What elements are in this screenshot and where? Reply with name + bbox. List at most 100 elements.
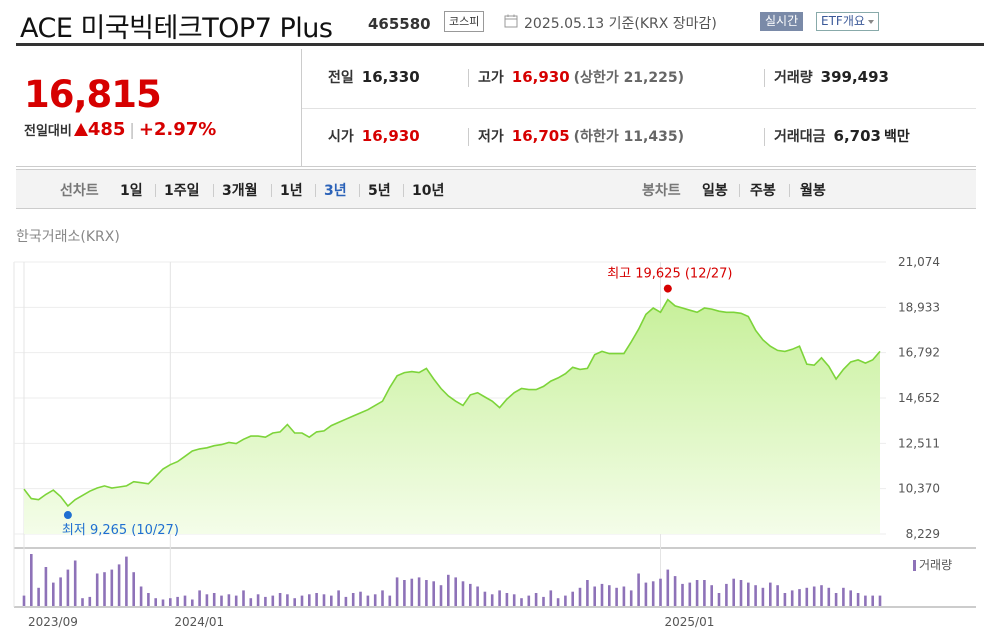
volume-bar <box>710 585 713 606</box>
volume-bar <box>344 596 348 606</box>
period-tab-bar: 선차트 1일 1주일 3개월 1년 3년 5년 10년 봉차트 일봉 주봉 월봉 <box>16 169 976 209</box>
volume-bar <box>125 556 128 606</box>
tab-1d[interactable]: 1일 <box>120 183 143 199</box>
volume-bar <box>381 590 384 606</box>
volume-bar <box>820 585 823 606</box>
candle-chart-label: 봉차트 <box>642 183 681 199</box>
amount-unit: 백만 <box>883 129 910 145</box>
volume-legend-swatch <box>913 560 916 571</box>
volume-bar <box>520 598 523 606</box>
volume-bar <box>95 573 99 606</box>
volume-bar <box>73 560 77 606</box>
volume-bar <box>205 594 209 606</box>
volume-bars: 거래량 <box>22 554 952 606</box>
tab-weekly-candle[interactable]: 주봉 <box>750 183 776 199</box>
tab-monthly-candle[interactable]: 월봉 <box>800 183 826 199</box>
price-line <box>23 298 881 508</box>
volume-bar <box>534 593 538 606</box>
min-annotation: 최저 9,265 (10/27) <box>62 523 179 538</box>
volume-bar <box>81 598 84 606</box>
volume-bar <box>30 554 33 606</box>
volume-bar <box>498 590 501 606</box>
volume-bar <box>586 580 589 606</box>
open-label: 시가 <box>328 129 354 145</box>
volume-bar <box>22 595 26 606</box>
volume-bar <box>695 580 699 606</box>
volume-bar <box>439 585 443 606</box>
change-label: 전일대비 <box>24 124 72 139</box>
x-tick-label: 2024/01 <box>174 615 224 629</box>
volume-bar <box>300 595 304 606</box>
volume-bar <box>103 572 106 606</box>
volume-bar <box>403 580 406 606</box>
volume-bar <box>790 590 794 606</box>
volume-bar <box>117 564 121 606</box>
volume-bar <box>849 590 852 606</box>
volume-bar <box>432 581 435 606</box>
volume-bar <box>286 594 289 606</box>
price-area-fill <box>24 299 880 534</box>
tab-5y[interactable]: 5년 <box>368 183 391 199</box>
volume-bar <box>747 582 750 606</box>
tab-1w[interactable]: 1주일 <box>164 183 200 199</box>
volume-bar <box>688 582 692 606</box>
volume-bar <box>293 598 296 606</box>
volume-bar <box>308 594 311 606</box>
volume-bar <box>644 582 648 606</box>
volume-bar <box>732 578 735 606</box>
volume-bar <box>234 595 238 606</box>
lower-limit: (하한가 11,435) <box>573 129 684 145</box>
price-summary: 16,815 전일대비 485 | +2.97% 전일 16,330 고가 16,930(… <box>16 49 976 167</box>
info-row-2: 시가 16,930 저가 16,705 (하한가 11,435) 거래대금 6,703 백… <box>302 108 976 167</box>
volume-bar <box>783 593 787 606</box>
market-badge: 코스피 <box>444 11 485 32</box>
y-tick-label: 14,652 <box>898 391 940 405</box>
tab-1y[interactable]: 1년 <box>280 183 303 199</box>
volume-bar <box>227 594 231 606</box>
volume-bar <box>556 598 560 606</box>
volume-bar <box>571 591 574 606</box>
volume-bar <box>578 587 582 606</box>
tab-3y[interactable]: 3년 <box>324 183 347 199</box>
volume-bar <box>242 590 245 606</box>
volume-bar <box>191 599 194 606</box>
info-row-1: 전일 16,330 고가 16,930 (상한가 21,225) 거래량 399,493 <box>302 49 976 109</box>
volume-bar <box>88 596 92 606</box>
etf-overview-dropdown[interactable]: ETF개요 <box>816 12 879 31</box>
amount-cell: 거래대금 6,703 백만 <box>774 108 910 167</box>
volume-bar <box>769 582 772 606</box>
y-tick-label: 18,933 <box>898 300 940 314</box>
amount-value: 6,703 <box>833 127 881 145</box>
current-price-box: 16,815 전일대비 485 | +2.97% <box>16 49 302 166</box>
volume-bar <box>834 593 838 606</box>
tab-daily-candle[interactable]: 일봉 <box>702 183 728 199</box>
volume-bar <box>842 587 845 606</box>
divider <box>468 128 469 146</box>
y-tick-label: 21,074 <box>898 255 940 269</box>
y-tick-label: 16,792 <box>898 346 940 360</box>
max-point-marker <box>663 284 672 293</box>
open-cell: 시가 16,930 <box>328 108 420 167</box>
volume-bar <box>564 595 567 606</box>
volume-bar <box>183 595 187 606</box>
tab-10y[interactable]: 10년 <box>412 183 445 199</box>
volume-bar <box>315 593 318 606</box>
y-axis: 21,074 18,933 16,792 14,652 12,511 10,370 8,22… <box>898 255 940 541</box>
high-cell: 고가 16,930 (상한가 21,225) <box>478 49 684 108</box>
volume-bar <box>622 586 626 606</box>
tab-3m[interactable]: 3개월 <box>222 183 258 199</box>
current-price: 16,815 <box>24 73 162 116</box>
divider <box>764 128 765 146</box>
base-date: 2025.05.13 기준(KRX 장마감) <box>524 16 717 32</box>
volume-bar <box>600 583 604 606</box>
volume-bar <box>827 587 831 606</box>
volume-bar <box>608 585 611 606</box>
min-point-marker <box>63 511 72 520</box>
volume-bar <box>212 593 216 606</box>
volume-bar <box>66 569 70 606</box>
realtime-button[interactable]: 실시간 <box>760 12 804 31</box>
change-row: 전일대비 485 | +2.97% <box>24 119 216 140</box>
exchange-label: 한국거래소(KRX) <box>16 229 120 245</box>
divider <box>359 184 360 197</box>
volume-bar <box>512 594 516 606</box>
